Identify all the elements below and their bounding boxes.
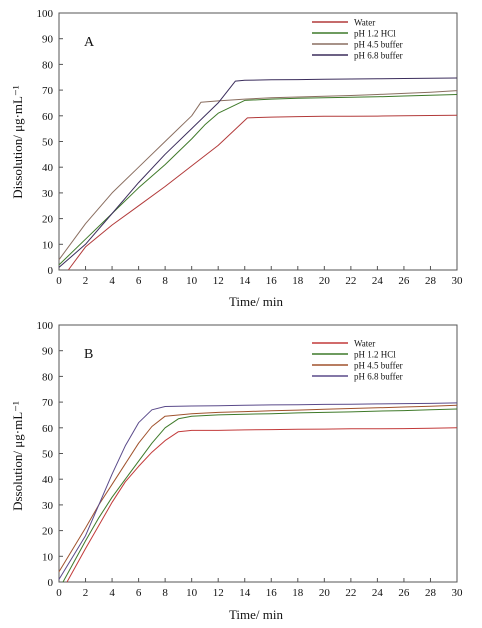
legend-label: pH 4.5 buffer bbox=[354, 40, 403, 50]
y-tick-label: 30 bbox=[42, 500, 54, 512]
series-line-2 bbox=[62, 408, 458, 583]
y-tick-label: 0 bbox=[48, 265, 54, 277]
x-tick-label: 26 bbox=[398, 587, 410, 599]
x-tick-label: 24 bbox=[372, 275, 384, 287]
x-tick-label: 22 bbox=[345, 275, 356, 287]
x-tick-label: 10 bbox=[186, 587, 198, 599]
x-tick-label: 30 bbox=[452, 275, 464, 287]
legend-label: Water bbox=[354, 339, 375, 349]
y-tick-label: 40 bbox=[42, 474, 54, 486]
x-tick-label: 2 bbox=[83, 587, 89, 599]
series-line-1 bbox=[67, 114, 458, 271]
x-tick-label: 14 bbox=[239, 275, 251, 287]
x-tick-label: 26 bbox=[398, 275, 410, 287]
legend-label: pH 6.8 buffer bbox=[354, 51, 403, 61]
x-tick-label: 24 bbox=[372, 587, 384, 599]
x-tick-label: 20 bbox=[319, 587, 331, 599]
y-axis-label: Dssolution/ μg·mL⁻¹ bbox=[10, 401, 25, 511]
y-tick-label: 20 bbox=[42, 214, 54, 226]
x-axis-label: Time/ min bbox=[229, 294, 284, 309]
panel-label: B bbox=[84, 347, 93, 362]
x-tick-label: 6 bbox=[136, 275, 142, 287]
legend-label: pH 4.5 buffer bbox=[354, 361, 403, 371]
x-tick-label: 14 bbox=[239, 587, 251, 599]
y-tick-label: 60 bbox=[42, 423, 54, 435]
x-tick-label: 0 bbox=[56, 587, 62, 599]
x-tick-label: 22 bbox=[345, 587, 356, 599]
x-tick-label: 28 bbox=[425, 275, 437, 287]
y-tick-label: 50 bbox=[42, 449, 54, 461]
series-line-3 bbox=[58, 90, 458, 260]
x-tick-label: 8 bbox=[162, 275, 168, 287]
x-tick-label: 20 bbox=[319, 275, 331, 287]
y-tick-label: 50 bbox=[42, 137, 54, 149]
x-tick-label: 12 bbox=[213, 587, 224, 599]
x-tick-label: 30 bbox=[452, 587, 464, 599]
y-tick-label: 70 bbox=[42, 85, 54, 97]
x-tick-label: 10 bbox=[186, 275, 198, 287]
y-axis-label: Dissolution/ μg·mL⁻¹ bbox=[10, 85, 25, 199]
y-tick-label: 10 bbox=[42, 551, 54, 563]
x-tick-label: 6 bbox=[136, 587, 142, 599]
legend-label: pH 1.2 HCl bbox=[354, 29, 396, 39]
y-tick-label: 90 bbox=[42, 346, 54, 358]
y-tick-label: 30 bbox=[42, 188, 54, 200]
x-tick-label: 28 bbox=[425, 587, 437, 599]
x-tick-label: 16 bbox=[266, 587, 278, 599]
legend-label: pH 6.8 buffer bbox=[354, 372, 403, 382]
y-tick-label: 90 bbox=[42, 34, 54, 46]
x-tick-label: 12 bbox=[213, 275, 224, 287]
x-tick-label: 4 bbox=[109, 275, 115, 287]
x-tick-label: 4 bbox=[109, 587, 115, 599]
x-tick-label: 18 bbox=[292, 587, 304, 599]
y-tick-label: 0 bbox=[48, 577, 54, 589]
x-tick-label: 0 bbox=[56, 275, 62, 287]
series-line-4 bbox=[58, 77, 458, 268]
legend-label: Water bbox=[354, 18, 375, 28]
panel-label: A bbox=[84, 35, 95, 50]
x-tick-label: 2 bbox=[83, 275, 89, 287]
legend-label: pH 1.2 HCl bbox=[354, 350, 396, 360]
series-line-2 bbox=[58, 94, 458, 266]
y-tick-label: 100 bbox=[37, 320, 54, 332]
y-tick-label: 80 bbox=[42, 59, 54, 71]
y-tick-label: 10 bbox=[42, 239, 54, 251]
series-line-3 bbox=[58, 404, 458, 572]
y-tick-label: 60 bbox=[42, 111, 54, 123]
y-tick-label: 40 bbox=[42, 162, 54, 174]
x-tick-label: 8 bbox=[162, 587, 168, 599]
y-tick-label: 70 bbox=[42, 397, 54, 409]
x-tick-label: 16 bbox=[266, 275, 278, 287]
x-tick-label: 18 bbox=[292, 275, 304, 287]
y-tick-label: 100 bbox=[37, 8, 54, 20]
y-tick-label: 80 bbox=[42, 371, 54, 383]
series-line-1 bbox=[66, 427, 458, 583]
y-tick-label: 20 bbox=[42, 526, 54, 538]
series-line-4 bbox=[58, 402, 458, 580]
x-axis-label: Time/ min bbox=[229, 607, 284, 622]
